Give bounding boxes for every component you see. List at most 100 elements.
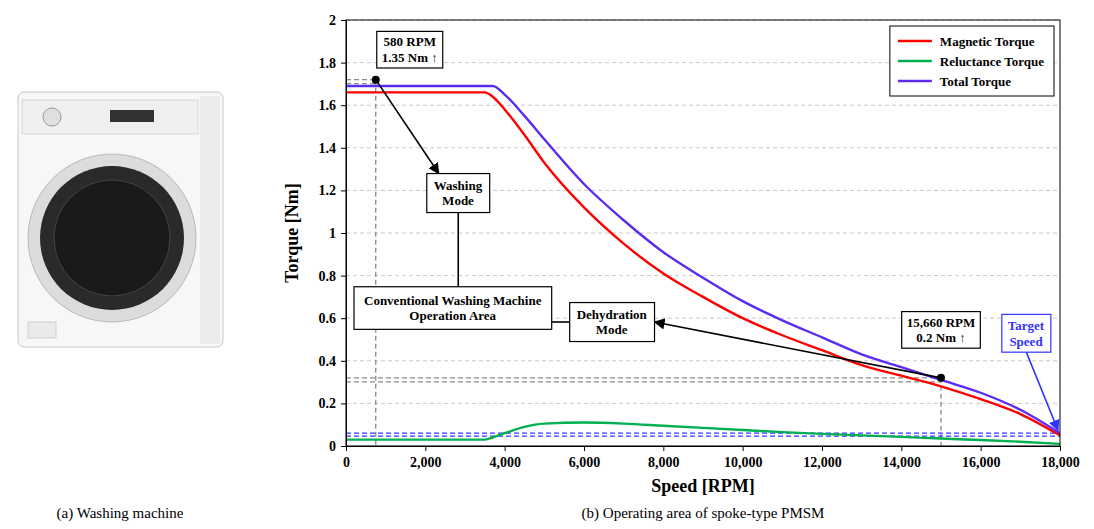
washing-machine-illustration xyxy=(18,92,223,347)
annotation-box xyxy=(354,287,552,330)
axis-line xyxy=(341,21,347,447)
tick-label: 16,000 xyxy=(962,455,1001,470)
tick: 0.6 xyxy=(319,311,347,326)
legend-swatch xyxy=(898,40,932,42)
caption: (a) Washing machine xyxy=(57,505,184,522)
tick-mark xyxy=(341,105,346,106)
legend-label: Reluctance Torque xyxy=(940,54,1044,69)
series-line xyxy=(346,423,1060,444)
tick: 1.8 xyxy=(319,56,347,71)
tick-label: 8,000 xyxy=(648,455,680,470)
tick-mark xyxy=(425,446,426,451)
tick-mark xyxy=(822,446,823,451)
legend-label: Magnetic Torque xyxy=(940,34,1035,49)
axis-line xyxy=(347,447,1061,452)
annotation-text: 580 RPM xyxy=(384,34,436,49)
tick: 0.2 xyxy=(319,396,347,411)
tick-mark xyxy=(584,446,585,451)
tick-label: 4,000 xyxy=(489,455,520,470)
machine-door-glass xyxy=(54,180,170,296)
tick-label: 0.2 xyxy=(319,396,337,411)
machine-door-ring xyxy=(28,154,196,322)
legend-box xyxy=(890,26,1054,96)
mode-box: WashingMode xyxy=(427,174,490,213)
annotation-text: DehydrationMode xyxy=(577,307,648,338)
annotation-text: 1.35 Nm ↑ xyxy=(382,50,438,65)
grid-line xyxy=(346,275,1060,276)
tick-label: 1.6 xyxy=(319,98,337,113)
target-arrow xyxy=(1026,352,1058,430)
annotation-box xyxy=(570,303,655,342)
grid-line xyxy=(346,233,1060,234)
tick: 0.8 xyxy=(319,269,347,284)
annotation-box xyxy=(377,31,443,68)
connector-line xyxy=(457,213,459,287)
tick-label: 1.2 xyxy=(319,183,337,198)
tick-label: 0 xyxy=(343,455,350,470)
tick-mark xyxy=(341,318,346,319)
annotation-text: TargetSpeed xyxy=(1008,318,1045,349)
guide-line xyxy=(346,79,376,80)
tick-label: 12,000 xyxy=(803,455,842,470)
legend-label: Total Torque xyxy=(940,74,1011,89)
tick-mark xyxy=(981,446,982,451)
guide-line xyxy=(346,436,1060,437)
tick-mark xyxy=(341,233,346,234)
machine-panel xyxy=(22,100,198,134)
tick-label: 2,000 xyxy=(410,455,442,470)
tick-mark xyxy=(341,20,346,21)
guides xyxy=(346,80,1060,446)
plot-area xyxy=(346,86,1060,444)
y-axis: 00.20.40.60.811.21.41.61.82 xyxy=(319,13,347,454)
value-callout: 15,660 RPM0.2 Nm ↑ xyxy=(902,312,981,349)
y-axis-title: Torque [Nm] xyxy=(282,183,302,283)
connector-line xyxy=(552,321,570,323)
annotation-text: 0.2 Nm ↑ xyxy=(916,330,965,345)
tick-mark xyxy=(505,446,506,451)
figure: 0 2,000 4,000 6,000 8,000 10,000 12,000 14,000 1… xyxy=(0,0,1094,529)
tick-label: 0.8 xyxy=(319,269,337,284)
guide-line xyxy=(346,433,1060,434)
machine-side xyxy=(200,96,220,344)
grid-line xyxy=(346,360,1060,361)
tick: 6,000 xyxy=(569,446,601,470)
annotation-text: Conventional Washing MachineOperation Ar… xyxy=(364,293,542,324)
tick: 0 xyxy=(343,446,350,470)
tick: 10,000 xyxy=(724,446,763,470)
plot-frame xyxy=(346,20,1060,446)
tick-label: 0 xyxy=(329,439,336,454)
x-axis-title: Speed [RPM] xyxy=(651,476,754,496)
tick-mark xyxy=(341,276,346,277)
machine-display xyxy=(110,110,154,122)
tick-mark xyxy=(1060,446,1061,451)
tick: 18,000 xyxy=(1041,446,1080,470)
grid-line xyxy=(346,105,1060,106)
caption: (b) Operating area of spoke-type PMSM xyxy=(582,505,825,522)
tick: 2 xyxy=(329,13,346,28)
tick-label: 10,000 xyxy=(724,455,763,470)
guide-line xyxy=(346,83,376,84)
tick-label: 14,000 xyxy=(883,455,922,470)
annotation-box xyxy=(427,174,490,213)
tick-mark xyxy=(341,403,346,404)
tick-mark xyxy=(663,446,664,451)
annotation-text: 15,660 RPM xyxy=(907,315,976,330)
machine-door xyxy=(40,166,184,310)
legend: Magnetic Torque Reluctance Torque Total To… xyxy=(890,26,1054,96)
tick: 0.4 xyxy=(319,354,347,369)
tick: 4,000 xyxy=(489,446,520,470)
grid xyxy=(346,20,1060,446)
tick: 8,000 xyxy=(648,446,680,470)
tick-label: 2 xyxy=(329,13,336,28)
target-box: TargetSpeed xyxy=(1002,314,1051,352)
guide-line xyxy=(346,377,941,378)
tick-mark xyxy=(341,63,346,64)
tick-mark xyxy=(901,446,902,451)
tick-label: 6,000 xyxy=(569,455,601,470)
tick: 0 xyxy=(329,439,346,454)
series-line xyxy=(346,86,1060,433)
tick: 1 xyxy=(329,226,346,241)
machine-body xyxy=(18,92,223,347)
x-axis: 0 2,000 4,000 6,000 8,000 10,000 12,000 14,000 1… xyxy=(343,446,1080,470)
mode-box: Conventional Washing MachineOperation Ar… xyxy=(354,287,552,330)
